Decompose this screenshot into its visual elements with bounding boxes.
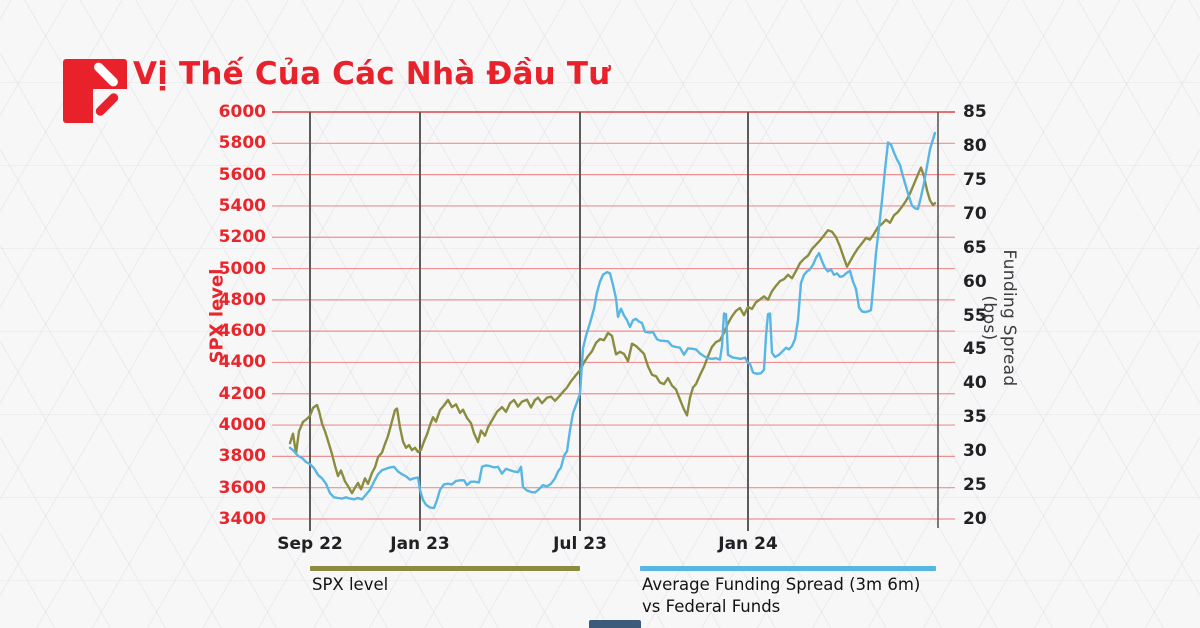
right-axis-tick-label: 75 [963, 169, 987, 190]
right-axis-tick-label: 55 [963, 305, 987, 326]
right-axis-tick-label: 65 [963, 237, 987, 258]
right-axis-tick-label: 20 [963, 509, 987, 529]
legend-swatch-spx [310, 566, 580, 571]
right-axis-tick-label: 70 [963, 203, 987, 224]
right-axis-tick-label: 30 [963, 441, 987, 462]
legend-swatch-funding-spread [640, 566, 936, 571]
funding-spread-line [288, 131, 937, 510]
spx-line [288, 166, 937, 495]
cropped-footer-element [589, 620, 641, 628]
right-axis-tick-label: 25 [963, 475, 987, 496]
left-axis-tick-label: 5800 [218, 133, 266, 154]
left-axis-tick-label: 4800 [218, 289, 266, 310]
brand-logo [63, 59, 127, 123]
x-axis-tick-label: Jan 23 [390, 534, 450, 554]
right-axis-tick-label: 45 [963, 339, 987, 360]
left-axis-title: SPX level [206, 268, 228, 364]
left-axis-tick-label: 6000 [218, 102, 266, 122]
right-axis-tick-label: 35 [963, 407, 987, 428]
right-axis-tick-label: 80 [963, 135, 987, 156]
left-axis-tick-label: 3400 [218, 509, 266, 529]
right-axis-title: Funding Spread (bps) [979, 249, 1019, 387]
left-axis-tick-label: 5600 [218, 164, 266, 185]
left-axis-tick-label: 4000 [218, 415, 266, 436]
legend-label-spx: SPX level [312, 575, 389, 594]
right-axis-tick-label: 85 [963, 102, 987, 122]
left-axis-tick-label: 5400 [218, 195, 266, 216]
legend-funding-line2: vs Federal Funds [642, 597, 781, 616]
left-axis-tick-label: 5000 [218, 258, 266, 279]
left-axis-tick-label: 3600 [218, 477, 266, 498]
left-axis-tick-label: 5200 [218, 227, 266, 248]
x-axis-tick-label: Jan 24 [718, 534, 778, 554]
right-axis-tick-label: 60 [963, 271, 987, 292]
left-axis-tick-label: 4400 [218, 352, 266, 373]
legend-funding-line1: Average Funding Spread (3m 6m) [642, 575, 921, 594]
page-title: Vị Thế Của Các Nhà Đầu Tư [133, 56, 611, 92]
legend-label-funding-spread: Average Funding Spread (3m 6m) vs Federa… [642, 574, 972, 618]
left-axis-tick-label: 4600 [218, 321, 266, 342]
x-axis-tick-label: Sep 22 [277, 534, 343, 554]
right-axis-tick-label: 40 [963, 373, 987, 394]
x-axis-tick-label: Jul 23 [553, 534, 607, 554]
left-axis-tick-label: 3800 [218, 446, 266, 467]
left-axis-tick-label: 4200 [218, 383, 266, 404]
